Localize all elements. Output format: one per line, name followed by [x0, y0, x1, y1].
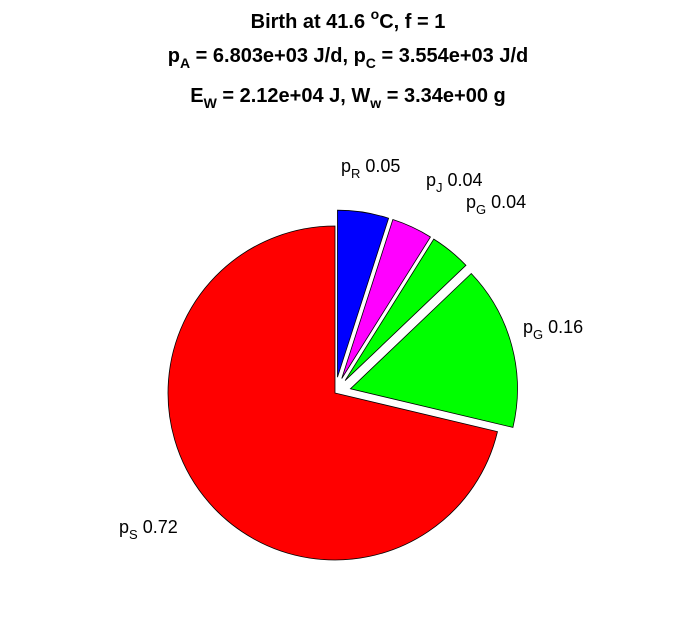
- slice-label-3: pG 0.16: [523, 317, 583, 342]
- pie-slice-1-pJ: [341, 219, 431, 379]
- pie-slice-4-pS: [167, 225, 498, 561]
- pie-slice-3-pG: [349, 272, 518, 428]
- chart-title-line-2: pA = 6.803e+03 J/d, pC = 3.554e+03 J/d: [167, 45, 529, 71]
- slice-label-2: pG 0.04: [466, 192, 526, 217]
- slice-label-1: pJ 0.04: [426, 170, 483, 195]
- pie-slice-2-pG: [344, 238, 467, 381]
- chart-title-line-3: EW = 2.12e+04 J, Ww = 3.34e+00 g: [190, 85, 506, 111]
- slice-label-4: pS 0.72: [119, 517, 178, 542]
- chart-title-line-1: Birth at 41.6 oC, f = 1: [250, 6, 446, 33]
- slice-label-0: pR 0.05: [341, 156, 400, 181]
- pie-slice-0-pR: [337, 209, 390, 378]
